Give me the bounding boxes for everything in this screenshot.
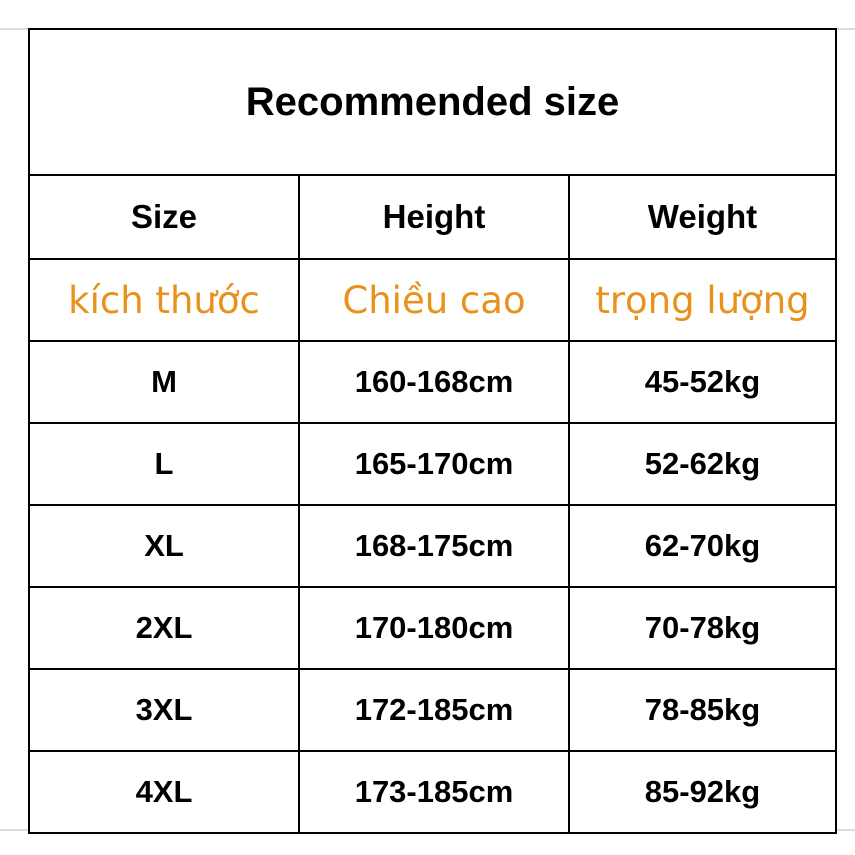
cell-height: 170-180cm — [298, 586, 570, 670]
cell-size: 2XL — [28, 586, 300, 670]
table-row: M 160-168cm 45-52kg — [28, 340, 837, 424]
cell-size: XL — [28, 504, 300, 588]
table-row: 4XL 173-185cm 85-92kg — [28, 750, 837, 834]
header-height-vi: Chiều cao — [298, 258, 570, 342]
header-size: Size — [28, 174, 300, 260]
cell-height: 172-185cm — [298, 668, 570, 752]
table-row: L 165-170cm 52-62kg — [28, 422, 837, 506]
cell-height: 173-185cm — [298, 750, 570, 834]
table-title-row: Recommended size — [28, 28, 837, 176]
table-header-row-en: Size Height Weight — [28, 174, 837, 260]
cell-height: 165-170cm — [298, 422, 570, 506]
size-chart-table: Recommended size Size Height Weight kích… — [28, 28, 837, 834]
header-height: Height — [298, 174, 570, 260]
table-row: XL 168-175cm 62-70kg — [28, 504, 837, 588]
table-row: 2XL 170-180cm 70-78kg — [28, 586, 837, 670]
cell-height: 168-175cm — [298, 504, 570, 588]
cell-weight: 52-62kg — [568, 422, 837, 506]
header-weight-vi: trọng lượng — [568, 258, 837, 342]
table-header-row-vi: kích thước Chiều cao trọng lượng — [28, 258, 837, 342]
cell-size: 3XL — [28, 668, 300, 752]
table-row: 3XL 172-185cm 78-85kg — [28, 668, 837, 752]
header-weight: Weight — [568, 174, 837, 260]
cell-weight: 78-85kg — [568, 668, 837, 752]
cell-weight: 70-78kg — [568, 586, 837, 670]
cell-weight: 85-92kg — [568, 750, 837, 834]
cell-weight: 45-52kg — [568, 340, 837, 424]
cell-size: L — [28, 422, 300, 506]
cell-height: 160-168cm — [298, 340, 570, 424]
cell-size: 4XL — [28, 750, 300, 834]
table-title: Recommended size — [28, 28, 837, 176]
cell-weight: 62-70kg — [568, 504, 837, 588]
header-size-vi: kích thước — [28, 258, 300, 342]
cell-size: M — [28, 340, 300, 424]
